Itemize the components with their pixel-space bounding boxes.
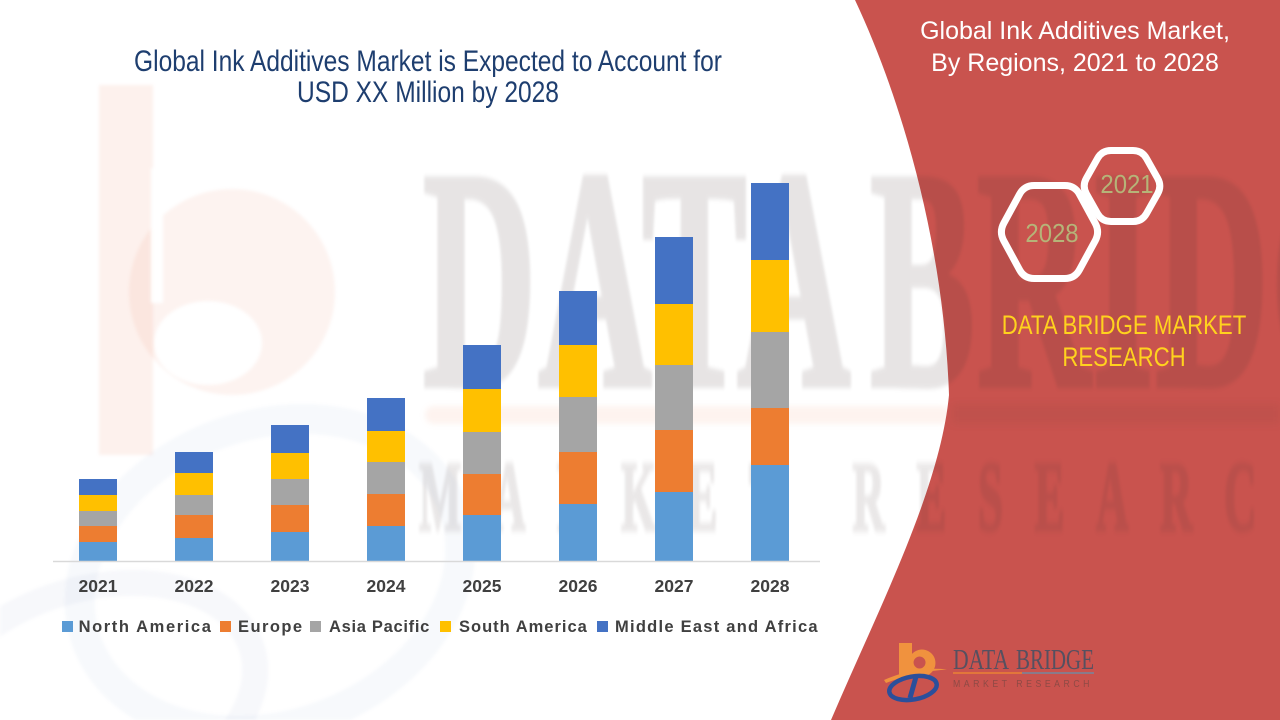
svg-text:DATA: DATA	[953, 645, 1010, 676]
svg-text:MARKET RESEARCH: MARKET RESEARCH	[953, 679, 1093, 690]
svg-text:BRIDGE: BRIDGE	[1016, 645, 1094, 676]
